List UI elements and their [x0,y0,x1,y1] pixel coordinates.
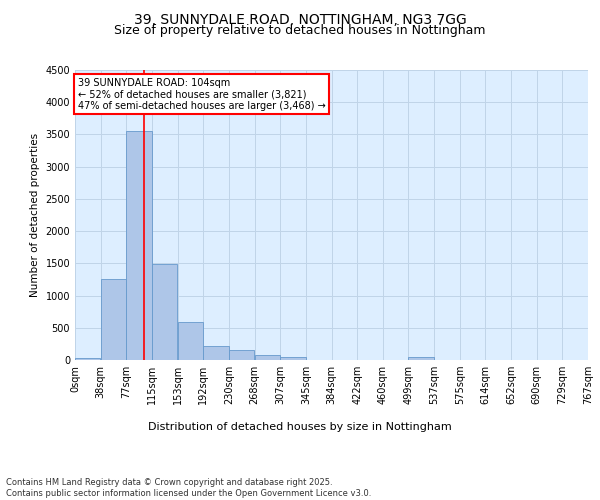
Text: Size of property relative to detached houses in Nottingham: Size of property relative to detached ho… [114,24,486,37]
Bar [203,346,229,360]
Text: Distribution of detached houses by size in Nottingham: Distribution of detached houses by size … [148,422,452,432]
Bar [280,358,305,360]
Bar [101,279,126,360]
Bar [75,358,100,360]
Text: Contains HM Land Registry data © Crown copyright and database right 2025.
Contai: Contains HM Land Registry data © Crown c… [6,478,371,498]
Bar [178,322,203,360]
Bar [152,264,178,360]
Bar [254,354,280,360]
Text: 39, SUNNYDALE ROAD, NOTTINGHAM, NG3 7GG: 39, SUNNYDALE ROAD, NOTTINGHAM, NG3 7GG [134,12,466,26]
Y-axis label: Number of detached properties: Number of detached properties [30,133,40,297]
Bar [127,130,152,360]
Bar [409,357,434,360]
Text: 39 SUNNYDALE ROAD: 104sqm
← 52% of detached houses are smaller (3,821)
47% of se: 39 SUNNYDALE ROAD: 104sqm ← 52% of detac… [77,78,325,111]
Bar [229,350,254,360]
